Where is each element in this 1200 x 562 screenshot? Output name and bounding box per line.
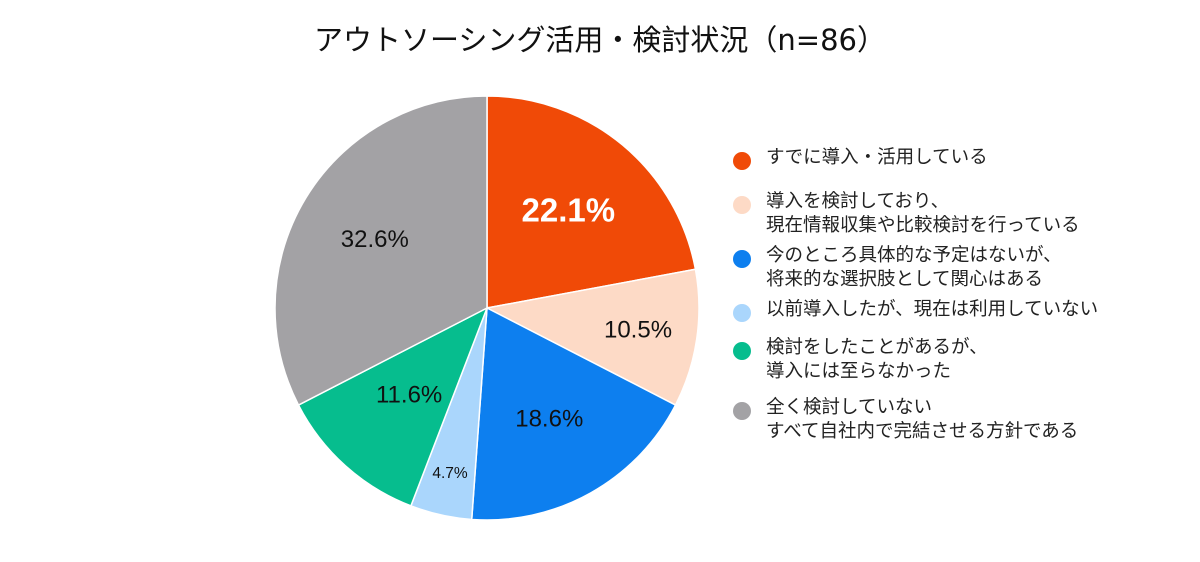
pie-data-label-6: 32.6% [341,226,409,253]
legend-label-line: 導入には至らなかった [766,361,952,382]
legend-label-line: すでに導入・活用している [766,147,988,168]
legend-label-line: 以前導入したが、現在は利用していない [766,299,1099,320]
legend-label-line: 全く検討していない [766,397,932,418]
legend-label-1: すでに導入・活用している [766,146,988,170]
pie-slice-6 [274,95,488,407]
pie-slice-5 [297,306,489,507]
legend-swatch-6 [733,402,751,420]
legend-swatch-1 [733,152,751,170]
legend-swatch-4 [733,304,751,322]
pie-slice-1 [486,95,697,309]
legend-label-line: 検討をしたことがあるが、 [766,337,988,358]
legend-swatch-5 [733,342,751,360]
legend-label-line: 将来的な選択肢として関心はある [766,269,1043,290]
pie-data-label-4: 4.7% [432,465,468,482]
chart-title: アウトソーシング活用・検討状況（n=86） [313,23,886,57]
legend-label-5: 検討をしたことがあるが、 導入には至らなかった [766,336,988,384]
pie-data-label-1: 22.1% [522,192,616,229]
legend-swatch-2 [733,196,751,214]
legend-label-3: 今のところ具体的な予定はないが、 将来的な選択肢として関心はある [766,244,1062,292]
pie-slice-2 [484,268,700,407]
pie-slice-3 [470,306,677,521]
legend-label-line: 導入を検討しており、 [766,191,950,212]
legend-label-line: 現在情報収集や比較検討を行っている [766,215,1080,236]
pie-data-label-2: 10.5% [604,317,672,344]
pie-data-label-5: 11.6% [376,381,442,408]
legend-swatch-3 [733,250,751,268]
legend-label-line: すべて自社内で完結させる方針である [766,421,1079,442]
legend-label-6: 全く検討していないすべて自社内で完結させる方針である [766,396,1078,444]
pie-data-label-3: 18.6% [515,405,583,432]
legend-label-2: 導入を検討しており、現在情報収集や比較検討を行っている [766,190,1080,238]
legend-label-4: 以前導入したが、現在は利用していない [766,298,1098,322]
legend-label-line: 今のところ具体的な予定はないが、 [766,245,1062,266]
